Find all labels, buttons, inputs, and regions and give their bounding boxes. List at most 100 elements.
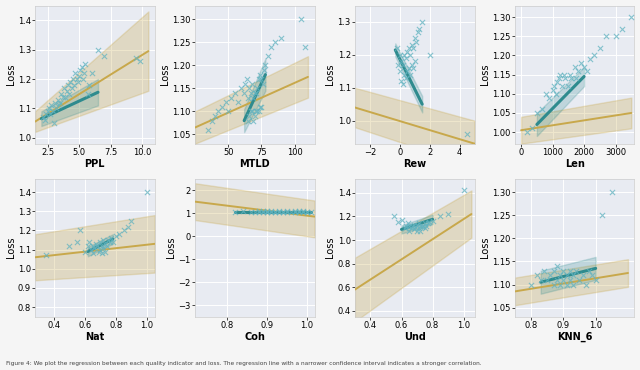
Point (568, 282, 578, 287)
Point (571, 75, 581, 81)
Point (395, 68, 405, 74)
Point (242, 76, 252, 82)
Point (80, 61, 90, 67)
Point (72, 239, 82, 245)
Point (300, 44, 310, 50)
Point (79, 249, 90, 255)
Point (289, 209, 300, 215)
Point (252, 85, 262, 91)
Point (90, 241, 100, 247)
Point (406, 225, 416, 231)
Point (409, 222, 419, 228)
Point (561, 282, 572, 287)
Point (246, 108, 256, 114)
Point (412, 228, 422, 233)
Point (89, 245, 99, 250)
Point (266, 209, 276, 215)
Point (269, 40, 280, 46)
Point (539, 268, 549, 274)
Point (410, 58, 420, 64)
Point (246, 90, 256, 96)
Point (250, 90, 260, 96)
Point (555, 282, 565, 287)
Point (394, 219, 404, 225)
Point (588, 272, 598, 278)
Point (255, 72, 265, 78)
Point (226, 95, 236, 101)
Point (545, 272, 556, 278)
Point (560, 75, 570, 81)
Point (406, 62, 417, 68)
Point (526, 282, 536, 287)
Point (232, 99, 243, 105)
Y-axis label: Loss: Loss (6, 64, 15, 85)
Point (77, 64, 87, 70)
Point (408, 46, 419, 51)
Point (75, 228, 85, 233)
Point (104, 239, 115, 245)
Point (301, 209, 312, 215)
Point (259, 67, 269, 73)
Point (541, 91, 552, 97)
Point (246, 209, 256, 215)
Point (118, 228, 129, 233)
Point (69, 82, 79, 88)
Point (273, 209, 284, 215)
Point (595, 45, 605, 51)
Point (532, 110, 542, 116)
Point (414, 26, 424, 31)
Point (126, 218, 136, 224)
Point (142, 189, 152, 195)
Y-axis label: Loss: Loss (480, 237, 490, 258)
Point (404, 223, 414, 229)
Point (61, 88, 72, 94)
Point (564, 268, 575, 274)
X-axis label: Coh: Coh (244, 332, 265, 342)
Point (588, 53, 598, 58)
Point (411, 39, 421, 45)
Point (405, 52, 415, 58)
Point (266, 208, 276, 214)
Point (97, 243, 107, 249)
Point (413, 29, 423, 35)
Point (601, 33, 611, 39)
Point (584, 268, 595, 274)
Point (294, 209, 304, 215)
Point (106, 235, 116, 241)
Point (253, 209, 264, 215)
Point (412, 222, 422, 228)
X-axis label: Len: Len (564, 159, 584, 169)
Point (60, 94, 70, 100)
Point (428, 218, 438, 224)
Point (258, 208, 268, 214)
Point (237, 208, 248, 214)
Point (47, 108, 58, 114)
Point (86, 247, 96, 253)
Point (100, 241, 110, 247)
Point (134, 58, 145, 64)
Point (131, 56, 141, 61)
Point (597, 212, 607, 218)
Point (397, 81, 408, 87)
Point (574, 277, 584, 283)
Point (420, 221, 430, 226)
Point (415, 223, 425, 229)
Point (568, 272, 578, 278)
Point (410, 36, 420, 41)
Point (41, 252, 51, 258)
Point (405, 72, 415, 78)
Point (404, 228, 414, 233)
Point (258, 81, 268, 87)
Point (298, 208, 308, 214)
Point (294, 208, 304, 214)
Point (40, 117, 51, 123)
Point (114, 231, 124, 237)
Point (396, 58, 406, 64)
Point (247, 108, 257, 114)
Point (552, 277, 562, 283)
Point (392, 46, 402, 51)
Point (65, 79, 76, 85)
Point (230, 209, 240, 215)
Point (424, 52, 435, 58)
Point (396, 217, 406, 223)
